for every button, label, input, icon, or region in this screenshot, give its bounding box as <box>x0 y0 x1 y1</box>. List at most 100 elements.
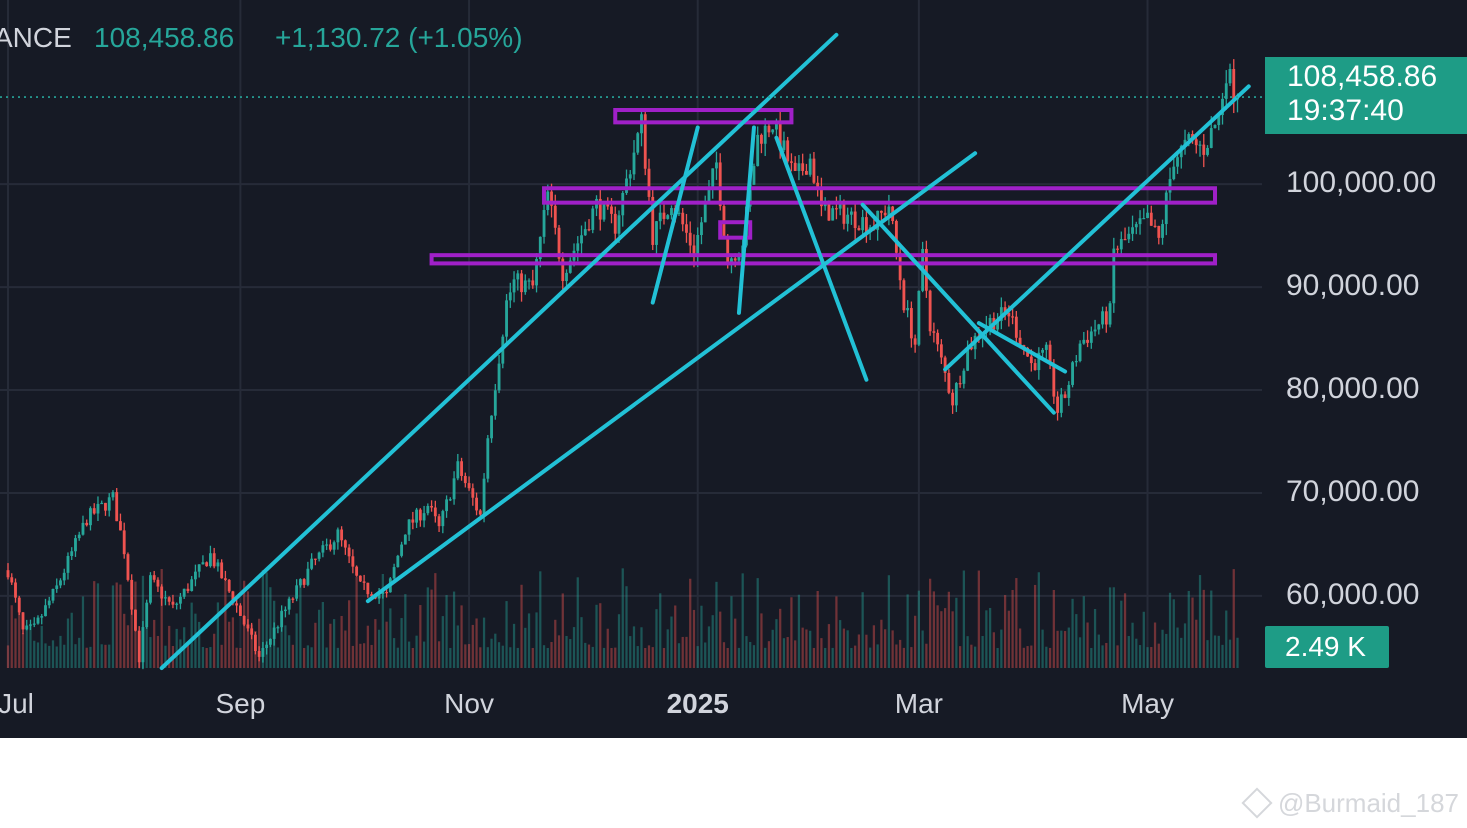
candle-body <box>164 597 167 599</box>
candle-body <box>201 562 205 565</box>
candle-body <box>171 601 175 605</box>
candle-body <box>917 290 921 345</box>
volume-bar <box>842 628 846 668</box>
volume-bar <box>734 618 737 668</box>
candle-body <box>298 579 302 586</box>
volume-bar <box>1015 578 1018 668</box>
volume-bar <box>824 647 827 668</box>
volume-bar <box>719 611 722 668</box>
volume-bar <box>1228 639 1232 668</box>
volume-bar <box>902 647 906 668</box>
volume-bar <box>602 647 606 668</box>
volume-bar <box>861 592 864 668</box>
candle-body <box>842 203 846 224</box>
volume-bar <box>78 637 81 668</box>
candle-body <box>152 575 156 580</box>
candle-body <box>145 602 149 628</box>
candle-body <box>523 280 527 293</box>
volume-bar <box>194 613 197 668</box>
volume-bar <box>351 645 354 668</box>
volume-bar <box>1033 584 1037 668</box>
volume-bar <box>404 594 407 668</box>
candle-body <box>1183 139 1187 146</box>
candle-body <box>763 125 767 144</box>
candle-body <box>1198 144 1202 146</box>
volume-bar <box>385 621 388 668</box>
candle-body <box>1134 224 1138 228</box>
candle-body <box>317 552 321 559</box>
candle-body <box>849 211 853 215</box>
candle-body <box>238 605 242 616</box>
volume-bar <box>1217 635 1220 668</box>
volume-bar <box>655 609 658 668</box>
candle-body <box>827 201 831 221</box>
candle-body <box>313 558 317 560</box>
volume-bar <box>449 647 452 668</box>
volume-bar <box>929 578 932 668</box>
candle-body <box>786 140 790 162</box>
candle-body <box>846 214 850 224</box>
trendline <box>159 32 839 670</box>
volume-bar <box>482 617 486 668</box>
volume-bar <box>325 647 328 668</box>
trendline <box>943 84 1251 372</box>
candle-body <box>14 582 17 598</box>
candle-body <box>711 168 715 187</box>
volume-bar <box>156 635 160 668</box>
volume-bar <box>119 584 122 668</box>
candle-body <box>467 483 471 489</box>
volume-bar <box>569 639 572 668</box>
chart-panel[interactable]: ANCE 108,458.86 +1,130.72 (+1.05%) 60,00… <box>0 0 1467 738</box>
candle-body <box>797 163 801 171</box>
candle-body <box>272 627 276 639</box>
volume-bar <box>786 637 789 668</box>
candle-body <box>1232 69 1236 100</box>
volume-bar <box>179 639 182 668</box>
symbol-label: ANCE <box>0 22 72 53</box>
candle-body <box>1104 311 1108 325</box>
volume-bar <box>632 626 636 668</box>
candle-body <box>505 300 508 337</box>
candle-body <box>77 534 81 539</box>
candle-body <box>954 383 958 406</box>
candle-body <box>460 461 463 476</box>
volume-bar <box>299 581 302 668</box>
candle-body <box>32 623 36 625</box>
candle-body <box>400 544 404 556</box>
candle-body <box>999 307 1003 321</box>
candle-body <box>617 215 621 234</box>
volume-bar <box>557 635 561 668</box>
candle-body <box>1063 394 1067 398</box>
candle-body <box>463 475 467 484</box>
header-change: +1,130.72 (+1.05%) <box>275 22 523 53</box>
volume-bar <box>411 647 414 668</box>
volume-bar <box>494 633 497 668</box>
volume-bar <box>820 638 823 668</box>
candle-body <box>756 134 760 167</box>
candle-body <box>17 597 21 613</box>
x-tick-label: May <box>1121 688 1174 719</box>
volume-bar <box>981 636 984 668</box>
volume-bar <box>291 644 295 668</box>
volume-bar <box>1022 647 1025 668</box>
candle-body <box>587 229 591 231</box>
price-chart[interactable] <box>0 0 1467 738</box>
volume-bar <box>869 647 872 668</box>
volume-bar <box>123 613 126 668</box>
zones <box>429 108 1218 266</box>
candle-body <box>70 551 74 557</box>
volume-bar <box>640 627 643 668</box>
candle-body <box>381 592 385 595</box>
volume-bar <box>400 618 403 668</box>
volume-bar <box>704 642 707 668</box>
volume-bar <box>93 581 96 668</box>
volume-bar <box>209 647 212 668</box>
candle-body <box>801 163 805 171</box>
candle-body <box>670 208 673 216</box>
binance-logo-icon <box>1241 787 1273 819</box>
candle-body <box>838 203 842 209</box>
candle-body <box>643 114 647 169</box>
volume-bar <box>722 642 726 668</box>
candle-body <box>726 237 730 265</box>
volume-bar <box>1206 640 1209 668</box>
